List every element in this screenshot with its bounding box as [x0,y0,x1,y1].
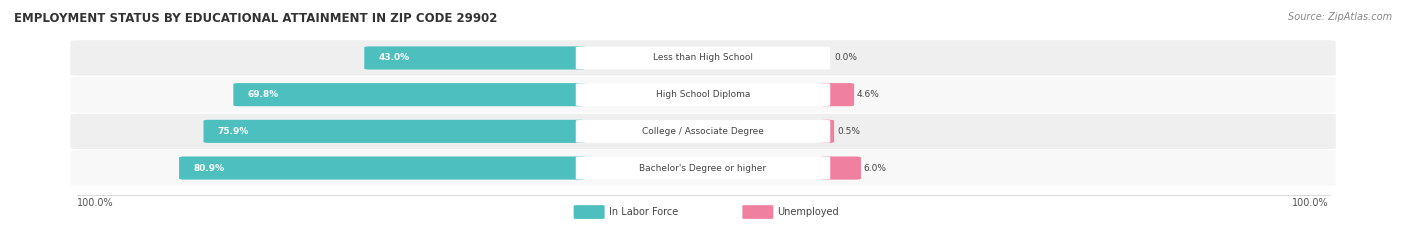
Text: 43.0%: 43.0% [378,53,409,62]
FancyBboxPatch shape [821,120,834,143]
Text: 100.0%: 100.0% [77,198,114,208]
Text: Bachelor's Degree or higher: Bachelor's Degree or higher [640,164,766,173]
FancyBboxPatch shape [574,205,605,219]
Text: College / Associate Degree: College / Associate Degree [643,127,763,136]
Text: High School Diploma: High School Diploma [655,90,751,99]
Text: Less than High School: Less than High School [652,53,754,62]
FancyBboxPatch shape [576,120,830,143]
FancyBboxPatch shape [576,47,830,69]
Text: 0.5%: 0.5% [837,127,860,136]
FancyBboxPatch shape [576,157,830,179]
FancyBboxPatch shape [821,157,860,180]
Text: 6.0%: 6.0% [863,164,887,173]
FancyBboxPatch shape [70,40,1336,76]
FancyBboxPatch shape [576,83,830,106]
Text: 69.8%: 69.8% [247,90,278,99]
FancyBboxPatch shape [821,83,853,106]
FancyBboxPatch shape [742,205,773,219]
Text: 80.9%: 80.9% [193,164,225,173]
Text: Unemployed: Unemployed [778,207,839,217]
FancyBboxPatch shape [204,120,585,143]
Text: 4.6%: 4.6% [856,90,880,99]
FancyBboxPatch shape [179,157,585,180]
Text: 100.0%: 100.0% [1292,198,1329,208]
FancyBboxPatch shape [233,83,585,106]
Text: 0.0%: 0.0% [835,53,858,62]
FancyBboxPatch shape [70,114,1336,149]
FancyBboxPatch shape [364,46,585,69]
Text: EMPLOYMENT STATUS BY EDUCATIONAL ATTAINMENT IN ZIP CODE 29902: EMPLOYMENT STATUS BY EDUCATIONAL ATTAINM… [14,12,498,25]
FancyBboxPatch shape [70,77,1336,112]
FancyBboxPatch shape [70,151,1336,186]
Text: In Labor Force: In Labor Force [609,207,678,217]
Text: Source: ZipAtlas.com: Source: ZipAtlas.com [1288,12,1392,22]
Text: 75.9%: 75.9% [218,127,249,136]
